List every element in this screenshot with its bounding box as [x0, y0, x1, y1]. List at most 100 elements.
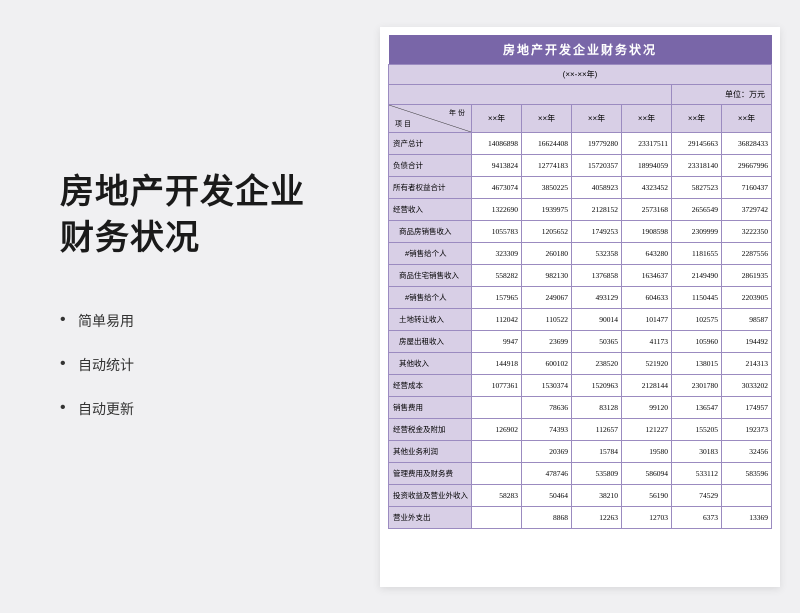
- data-cell: 41173: [622, 330, 672, 352]
- row-label: 资产总计: [389, 132, 472, 154]
- data-cell: 2309999: [672, 220, 722, 242]
- data-cell: 643280: [622, 242, 672, 264]
- row-label: 经营成本: [389, 374, 472, 396]
- data-cell: 99120: [622, 396, 672, 418]
- data-cell: [472, 440, 522, 462]
- data-cell: 102575: [672, 308, 722, 330]
- data-cell: 260180: [522, 242, 572, 264]
- data-cell: 144918: [472, 352, 522, 374]
- row-label: 其他收入: [389, 352, 472, 374]
- data-cell: 19580: [622, 440, 672, 462]
- data-cell: 13369: [722, 506, 772, 528]
- data-cell: 4058923: [572, 176, 622, 198]
- data-cell: 192373: [722, 418, 772, 440]
- data-cell: 8868: [522, 506, 572, 528]
- data-cell: 2128152: [572, 198, 622, 220]
- data-cell: 2861935: [722, 264, 772, 286]
- data-cell: 3033202: [722, 374, 772, 396]
- data-cell: 15720357: [572, 154, 622, 176]
- left-panel: 房地产开发企业 财务状况 简单易用 自动统计 自动更新: [0, 170, 380, 444]
- data-cell: 38210: [572, 484, 622, 506]
- row-label: #销售给个人: [389, 242, 472, 264]
- data-cell: 3729742: [722, 198, 772, 220]
- data-cell: 533112: [672, 462, 722, 484]
- data-cell: 2573168: [622, 198, 672, 220]
- data-cell: 14086898: [472, 132, 522, 154]
- data-cell: 78636: [522, 396, 572, 418]
- data-cell: [722, 484, 772, 506]
- data-cell: 532358: [572, 242, 622, 264]
- data-cell: 1150445: [672, 286, 722, 308]
- data-cell: 36828433: [722, 132, 772, 154]
- data-cell: 1634637: [622, 264, 672, 286]
- data-cell: 583596: [722, 462, 772, 484]
- unit-label: 单位：万元: [672, 84, 772, 104]
- data-cell: 126902: [472, 418, 522, 440]
- data-cell: 1077361: [472, 374, 522, 396]
- row-label: 销售费用: [389, 396, 472, 418]
- data-cell: 982130: [522, 264, 572, 286]
- data-cell: 521920: [622, 352, 672, 374]
- data-cell: 604633: [622, 286, 672, 308]
- row-label: 经营收入: [389, 198, 472, 220]
- table-row: 其他收入144918600102238520521920138015214313: [389, 352, 772, 374]
- data-cell: 23318140: [672, 154, 722, 176]
- data-cell: 74393: [522, 418, 572, 440]
- row-label: 负债合计: [389, 154, 472, 176]
- data-cell: 83128: [572, 396, 622, 418]
- data-cell: 4323452: [622, 176, 672, 198]
- data-cell: 29667996: [722, 154, 772, 176]
- row-label: 商品房销售收入: [389, 220, 472, 242]
- data-cell: 157965: [472, 286, 522, 308]
- col-header: ××年: [722, 104, 772, 132]
- data-cell: 112042: [472, 308, 522, 330]
- data-cell: 23317511: [622, 132, 672, 154]
- data-cell: 1181655: [672, 242, 722, 264]
- data-cell: 478746: [522, 462, 572, 484]
- table-row: 经营收入132269019399752128152257316826565493…: [389, 198, 772, 220]
- data-cell: 1520963: [572, 374, 622, 396]
- title-line2: 财务状况: [60, 219, 200, 257]
- table-row: 销售费用 786368312899120136547174957: [389, 396, 772, 418]
- table-row: #销售给个人3233092601805323586432801181655228…: [389, 242, 772, 264]
- table-row: 商品房销售收入105578312056521749253190859823099…: [389, 220, 772, 242]
- data-cell: 174957: [722, 396, 772, 418]
- data-cell: 12263: [572, 506, 622, 528]
- data-cell: 214313: [722, 352, 772, 374]
- data-cell: 110522: [522, 308, 572, 330]
- data-cell: 16624408: [522, 132, 572, 154]
- data-cell: [472, 462, 522, 484]
- row-label: 投资收益及营业外收入: [389, 484, 472, 506]
- table-row: 经营成本107736115303741520963212814423017803…: [389, 374, 772, 396]
- table-row: 商品住宅销售收入55828298213013768581634637214949…: [389, 264, 772, 286]
- data-cell: 493129: [572, 286, 622, 308]
- feature-item: 简单易用: [60, 311, 340, 331]
- table-row: 经营税金及附加126902743931126571212271552051923…: [389, 418, 772, 440]
- title-line1: 房地产开发企业: [60, 173, 305, 211]
- data-cell: 12703: [622, 506, 672, 528]
- data-cell: 136547: [672, 396, 722, 418]
- data-cell: 19779280: [572, 132, 622, 154]
- data-cell: 155205: [672, 418, 722, 440]
- data-cell: 1376858: [572, 264, 622, 286]
- data-cell: 112657: [572, 418, 622, 440]
- feature-list: 简单易用 自动统计 自动更新: [60, 311, 340, 419]
- data-cell: 2203905: [722, 286, 772, 308]
- table-row: 所有者权益合计467307438502254058923432345258275…: [389, 176, 772, 198]
- table-row: 土地转让收入1120421105229001410147710257598587: [389, 308, 772, 330]
- spreadsheet-preview: 房地产开发企业财务状况 (××-××年) 单位：万元 年 份 项 目 ××年 ×…: [380, 27, 780, 587]
- row-label: 所有者权益合计: [389, 176, 472, 198]
- data-cell: 1530374: [522, 374, 572, 396]
- col-header: ××年: [472, 104, 522, 132]
- data-cell: 18994059: [622, 154, 672, 176]
- data-cell: 30183: [672, 440, 722, 462]
- data-cell: 20369: [522, 440, 572, 462]
- feature-item: 自动更新: [60, 399, 340, 419]
- table-row: 房屋出租收入9947236995036541173105960194492: [389, 330, 772, 352]
- feature-item: 自动统计: [60, 355, 340, 375]
- data-cell: 50464: [522, 484, 572, 506]
- data-cell: 535809: [572, 462, 622, 484]
- data-cell: 6373: [672, 506, 722, 528]
- col-header: ××年: [572, 104, 622, 132]
- table-row: 营业外支出88681226312703637313369: [389, 506, 772, 528]
